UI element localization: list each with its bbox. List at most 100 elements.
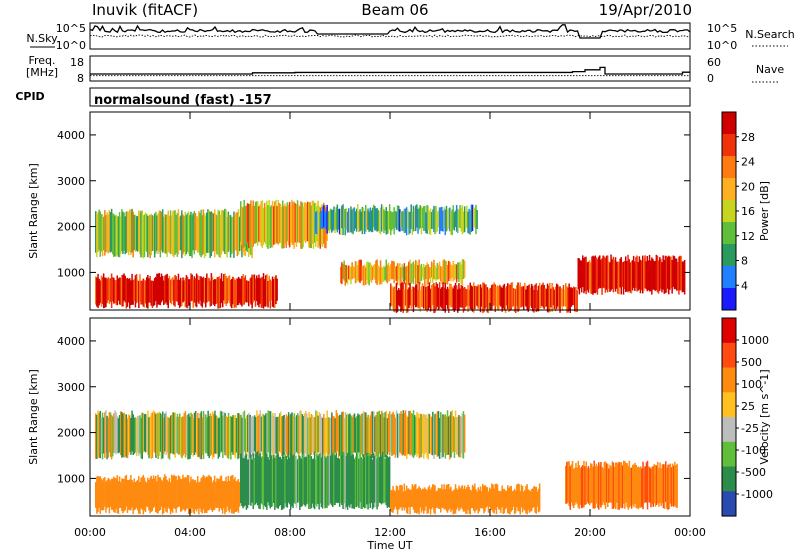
echo-cell (191, 274, 193, 301)
echo-cell (385, 455, 387, 506)
echo-cell (134, 275, 137, 308)
echo-cell (220, 210, 223, 255)
echo-cell (419, 487, 421, 508)
echo-cell (623, 261, 626, 290)
echo-cell (255, 452, 258, 503)
echo-cell (176, 479, 179, 508)
echo-cell (578, 258, 581, 295)
echo-cell (226, 216, 228, 258)
echo-cell (335, 207, 337, 230)
echo-cell (211, 212, 214, 253)
echo-cell (455, 264, 458, 283)
echo-cell (273, 279, 275, 308)
echo-cell (161, 480, 164, 515)
echo-cell (140, 280, 142, 305)
echo-cell (587, 466, 590, 504)
echo-cell (615, 462, 617, 510)
echo-cell (251, 274, 253, 309)
echo-cell (242, 207, 244, 249)
echo-cell (228, 480, 231, 513)
noise-right-label: N.Search (745, 28, 795, 41)
echo-cell (176, 413, 179, 454)
echo-cell (365, 454, 367, 509)
echo-cell (263, 457, 266, 506)
echo-cell (211, 411, 214, 459)
echo-cell (519, 491, 521, 515)
echo-cell (386, 211, 389, 234)
echo-cell (311, 415, 314, 453)
echo-cell (527, 285, 529, 312)
echo-cell (411, 211, 414, 235)
echo-cell (323, 205, 325, 228)
echo-cell (202, 474, 205, 510)
echo-cell (112, 478, 114, 510)
echo-cell (295, 204, 298, 247)
echo-cell (261, 456, 264, 505)
echo-cell (353, 267, 356, 279)
echo-cell (384, 210, 386, 231)
echo-cell (420, 414, 423, 458)
echo-cell (253, 205, 256, 244)
echo-cell (132, 211, 134, 258)
time-tick-label: 08:00 (274, 526, 306, 539)
echo-cell (426, 205, 428, 234)
echo-cell (215, 279, 217, 304)
echo-cell (224, 273, 226, 304)
echo-cell (220, 475, 223, 510)
echo-cell (405, 207, 408, 236)
echo-cell (421, 267, 424, 278)
echo-cell (97, 475, 99, 513)
echo-cell (661, 262, 663, 293)
echo-cell (352, 454, 354, 509)
echo-cell (202, 209, 205, 254)
echo-cell (396, 486, 399, 515)
echo-cell (334, 212, 336, 234)
echo-cell (592, 255, 594, 295)
echo-cell (444, 414, 447, 459)
echo-cell (97, 273, 99, 308)
echo-cell (462, 411, 465, 459)
echo-cell (106, 415, 108, 460)
echo-cell (124, 414, 126, 457)
echo-cell (434, 265, 436, 280)
echo-cell (251, 205, 253, 248)
echo-cell (219, 476, 222, 508)
echo-cell (674, 258, 677, 289)
echo-cell (266, 274, 268, 306)
echo-cell (120, 411, 122, 456)
echo-cell (668, 255, 670, 295)
echo-cell (325, 457, 327, 508)
echo-cell (476, 491, 478, 510)
echo-cell (433, 283, 435, 314)
echo-cell (441, 484, 443, 508)
echo-cell (621, 262, 624, 287)
echo-cell (231, 216, 233, 254)
echo-cell (395, 211, 398, 230)
echo-cell (552, 287, 554, 306)
echo-cell (316, 411, 318, 457)
echo-cell (484, 284, 486, 309)
echo-cell (174, 476, 176, 509)
colorbar-tick-label: 20 (741, 180, 755, 193)
echo-cell (600, 259, 602, 289)
echo-cell (113, 476, 115, 513)
echo-cell (571, 288, 574, 306)
echo-cell (175, 214, 177, 254)
echo-cell (467, 285, 469, 312)
echo-cell (401, 485, 403, 511)
echo-cell (399, 263, 401, 286)
echo-cell (644, 466, 646, 503)
echo-cell (265, 452, 267, 508)
echo-cell (201, 417, 204, 456)
range-tick-label: 2000 (57, 427, 85, 440)
echo-cell (413, 264, 416, 279)
echo-cell (406, 415, 408, 459)
echo-cell (234, 414, 237, 459)
echo-cell (142, 474, 145, 515)
echo-cell (366, 210, 368, 229)
echo-cell (401, 211, 403, 231)
echo-cell (378, 456, 381, 503)
echo-cell (666, 467, 668, 509)
echo-cell (130, 209, 132, 255)
echo-cell (345, 208, 348, 230)
